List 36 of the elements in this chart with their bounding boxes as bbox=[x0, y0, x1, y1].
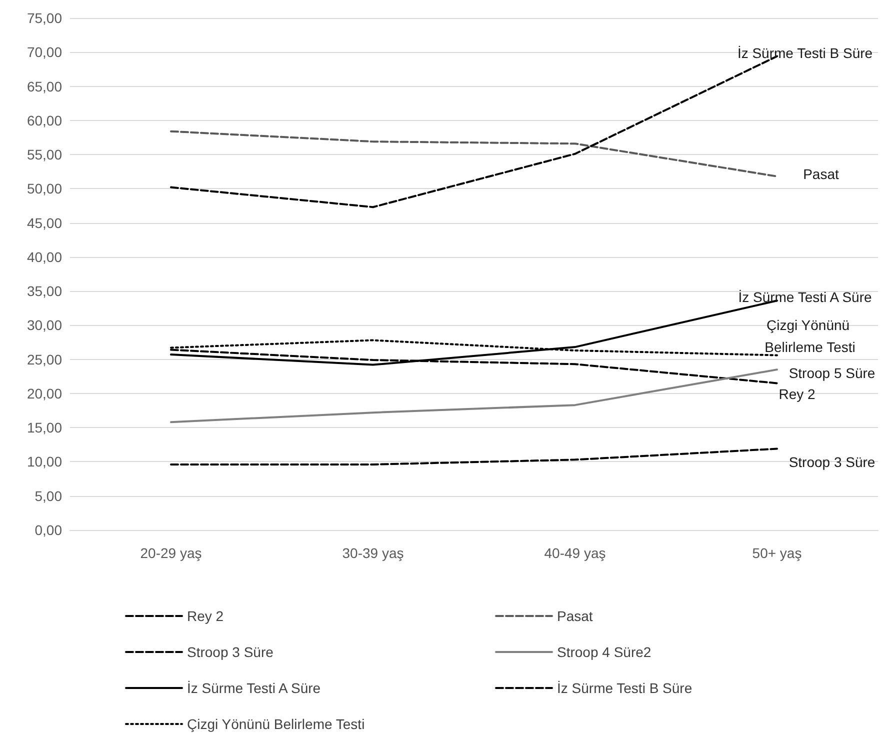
annotation: Stroop 5 Süre bbox=[788, 365, 876, 381]
x-tick-label: 30-39 yaş bbox=[342, 545, 404, 561]
annotation: Stroop 3 Süre bbox=[788, 454, 876, 470]
annotation: Pasat bbox=[803, 166, 840, 182]
y-tick-label: 20,00 bbox=[26, 385, 62, 402]
y-tick-label: 40,00 bbox=[26, 248, 62, 265]
y-tick-label: 5,00 bbox=[34, 488, 62, 504]
y-tick-label: 75,00 bbox=[26, 10, 62, 26]
legend-label: Stroop 3 Süre bbox=[187, 644, 274, 660]
annotation: İz Sürme Testi B Süre bbox=[737, 45, 873, 61]
y-tick-label: 70,00 bbox=[26, 44, 62, 60]
legend-label: Çizgi Yönünü Belirleme Testi bbox=[187, 716, 365, 732]
legend-label: Pasat bbox=[557, 608, 593, 624]
y-tick-label: 0,00 bbox=[34, 522, 62, 538]
x-tick-label: 40-49 yaş bbox=[544, 545, 606, 561]
annotation: Rey 2 bbox=[778, 386, 816, 402]
y-tick-label: 35,00 bbox=[26, 283, 62, 300]
y-tick-label: 25,00 bbox=[26, 351, 62, 368]
line-series bbox=[170, 130, 778, 178]
legend-label: İz Sürme Testi A Süre bbox=[187, 680, 321, 696]
y-tick-label: 45,00 bbox=[26, 214, 62, 231]
y-tick-label: 60,00 bbox=[26, 112, 62, 128]
y-tick-label: 15,00 bbox=[26, 420, 62, 436]
y-tick-label: 50,00 bbox=[26, 180, 62, 197]
annotation: İz Sürme Testi A Süre bbox=[738, 289, 872, 305]
x-tick-label: 50+ yaş bbox=[752, 545, 802, 561]
legend-label: İz Sürme Testi B Süre bbox=[557, 680, 692, 696]
y-tick-label: 30,00 bbox=[26, 317, 62, 334]
y-tick-label: 10,00 bbox=[26, 454, 62, 470]
x-tick-label: 20-29 yaş bbox=[140, 545, 202, 561]
legend-label: Rey 2 bbox=[187, 608, 224, 624]
line-series bbox=[170, 368, 778, 424]
legend-label: Stroop 4 Süre2 bbox=[557, 644, 652, 660]
y-tick-label: 55,00 bbox=[26, 146, 62, 163]
annotation: Çizgi Yönünü Belirleme Testi bbox=[764, 317, 856, 355]
y-tick-label: 65,00 bbox=[26, 78, 62, 94]
